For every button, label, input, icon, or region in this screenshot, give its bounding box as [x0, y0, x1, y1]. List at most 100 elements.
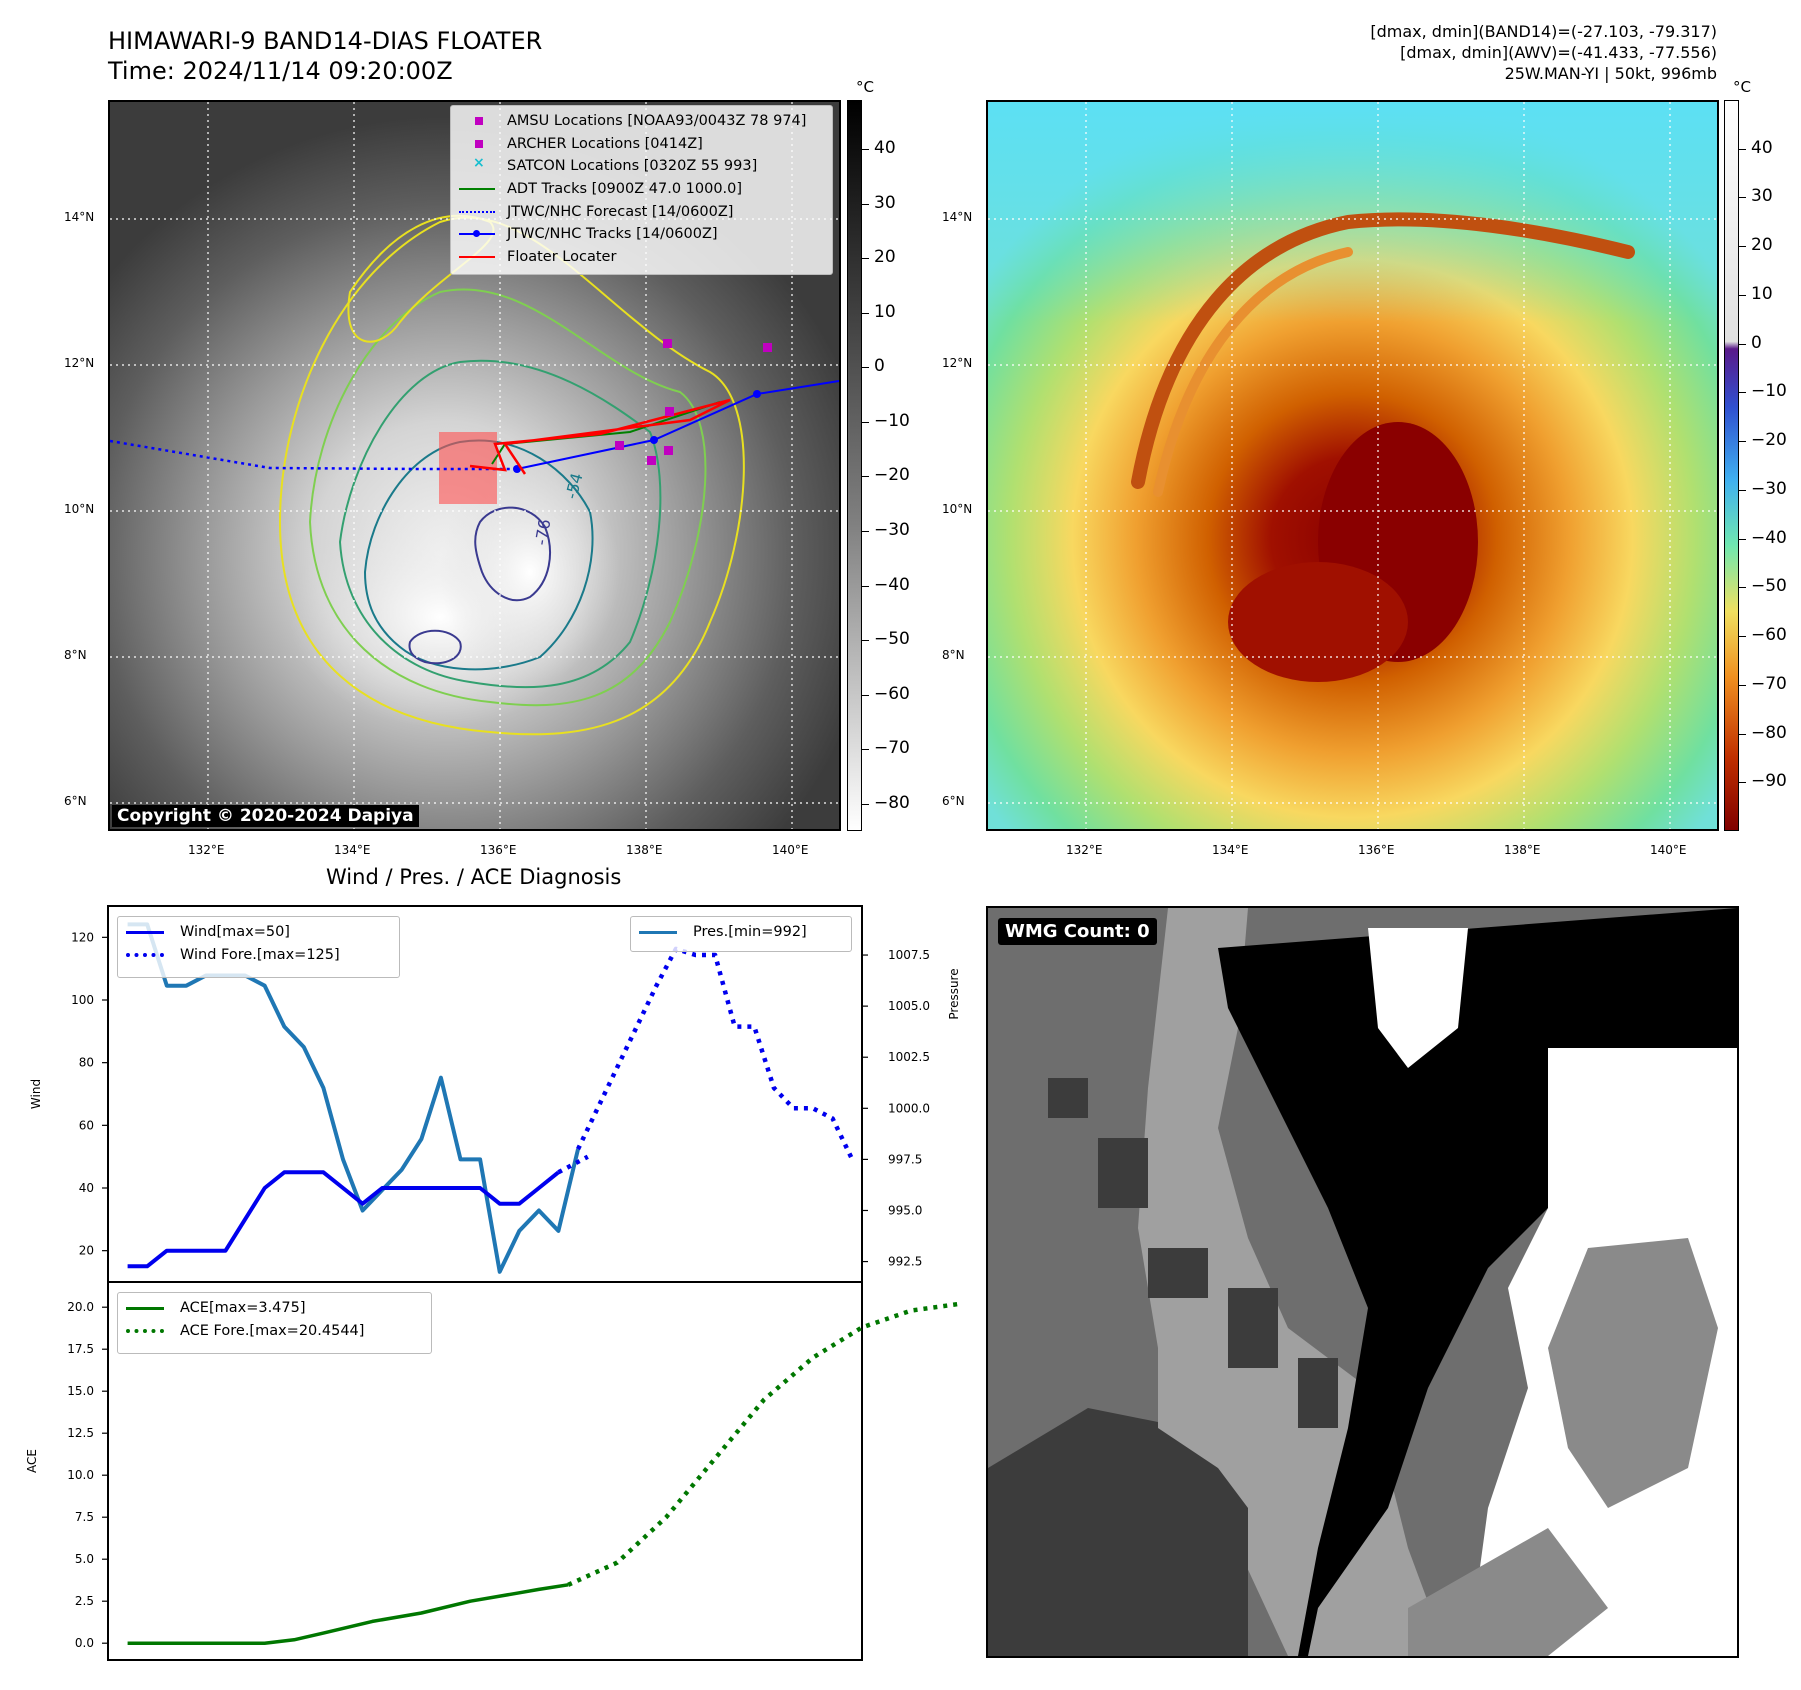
lon-label: 140°E — [772, 843, 809, 857]
colorbar-tick-label: −10 — [1751, 381, 1787, 402]
colorbar-tick — [862, 803, 869, 805]
colorbar-tick — [862, 312, 869, 314]
wind-axis-tick-label: 120 — [71, 930, 94, 944]
pressure-axis-title: Pressure — [947, 968, 960, 1019]
wind-line — [127, 1170, 560, 1269]
ace-forecast-line — [567, 1301, 960, 1587]
awv-map-grid — [988, 102, 1717, 829]
colorbar-tick-label: −60 — [1751, 625, 1787, 646]
colorbar-tick — [862, 694, 869, 696]
colorbar-tick-label: −30 — [874, 519, 910, 540]
legend-item-archer: ARCHER Locations [0414Z] — [459, 133, 824, 156]
ace-axis-tick-label: 10.0 — [67, 1468, 94, 1482]
lon-label: 132°E — [1066, 843, 1103, 857]
colorbar-tick — [1739, 538, 1746, 540]
wind-axis-tick-label: 20 — [79, 1244, 94, 1258]
legend-item-amsu: AMSU Locations [NOAA93/0043Z 78 974] — [459, 110, 824, 133]
amsu-archer-points — [615, 339, 772, 465]
colorbar-tick-label: −10 — [874, 410, 910, 431]
wmg-count-label: WMG Count: 0 — [998, 918, 1157, 945]
wmg-panel: WMG Count: 0 — [986, 906, 1739, 1658]
ace-axis-tick-label: 5.0 — [75, 1552, 94, 1566]
colorbar-tick-label: 0 — [874, 356, 885, 377]
lat-label: 8°N — [942, 648, 965, 662]
legend-item-jtwc-forecast: JTWC/NHC Forecast [14/0600Z] — [459, 200, 824, 223]
colorbar-tick-label: 40 — [874, 138, 896, 159]
legend-item-satcon: × SATCON Locations [0320Z 55 993] — [473, 155, 758, 175]
pressure-axis-tick-label: 997.5 — [888, 1152, 922, 1166]
lon-label: 134°E — [334, 843, 371, 857]
ir-map-legend: AMSU Locations [NOAA93/0043Z 78 974] ARC… — [450, 105, 833, 275]
ace-axis-tick-label: 0.0 — [75, 1636, 94, 1650]
pressure-forecast-line — [575, 946, 855, 1161]
wmg-image — [988, 908, 1737, 1656]
pressure-legend: Pres.[min=992] — [630, 916, 852, 952]
colorbar-tick — [1739, 782, 1746, 784]
colorbar-tick-label: −90 — [1751, 771, 1787, 792]
colorbar-tick-label: −40 — [874, 574, 910, 595]
colorbar-tick-label: −20 — [874, 465, 910, 486]
ir-map-panel: -54 -76 AMSU Locations [NOAA93/0043Z 78 … — [108, 100, 841, 831]
colorbar-tick — [862, 258, 869, 260]
colorbar-tick-label: 10 — [1751, 283, 1773, 304]
lon-label: 132°E — [188, 843, 225, 857]
pressure-axis-tick-label: 1000.0 — [888, 1101, 930, 1115]
colorbar-tick — [862, 367, 869, 369]
colorbar-tick-label: −60 — [874, 683, 910, 704]
colorbar-tick — [1739, 441, 1746, 443]
colorbar-tick-label: −80 — [1751, 722, 1787, 743]
wind-axis-title: Wind — [29, 1079, 43, 1109]
colorbar-tick-label: −40 — [1751, 527, 1787, 548]
legend-item-adt: ADT Tracks [0900Z 47.0 1000.0] — [459, 178, 824, 201]
legend-item-wind-forecast: Wind Fore.[max=125] — [126, 944, 391, 967]
colorbar-tick — [862, 640, 869, 642]
info-line2: [dmax, dmin](AWV)=(-41.433, -77.556) — [1400, 43, 1717, 62]
legend-item-jtwc-tracks: JTWC/NHC Tracks [14/0600Z] — [459, 223, 824, 246]
ace-line — [127, 1583, 569, 1645]
lon-label: 140°E — [1650, 843, 1687, 857]
lat-label: 12°N — [942, 356, 973, 370]
pressure-axis-tick-label: 992.5 — [888, 1255, 922, 1269]
info-line3: 25W.MAN-YI | 50kt, 996mb — [1504, 64, 1717, 83]
diagnosis-title: Wind / Pres. / ACE Diagnosis — [326, 865, 622, 889]
colorbar-tick-label: 20 — [1751, 235, 1773, 256]
ir-colorbar — [847, 100, 862, 831]
ace-axis-tick-label: 20.0 — [67, 1300, 94, 1314]
legend-item-wind: Wind[max=50] — [126, 921, 391, 944]
floater-locater — [469, 398, 731, 475]
colorbar-tick — [1739, 587, 1746, 589]
colorbar-tick-label: −50 — [874, 629, 910, 650]
colorbar-tick-label: 30 — [1751, 186, 1773, 207]
lat-label: 6°N — [942, 794, 965, 808]
colorbar-tick — [862, 585, 869, 587]
awv-colorbar-unit: °C — [1733, 78, 1751, 96]
jtwc-track — [516, 380, 839, 470]
colorbar-tick — [862, 749, 869, 751]
diagnosis-charts: 20 40 60 80 100 120 992.5 995.0 997.5 1000.0 1002.… — [25, 905, 960, 1661]
pressure-axis-tick-label: 1005.0 — [888, 999, 930, 1013]
colorbar-tick-label: −20 — [1751, 430, 1787, 451]
lat-label: 10°N — [64, 502, 95, 516]
colorbar-tick-label: 30 — [874, 192, 896, 213]
colorbar-tick — [1739, 636, 1746, 638]
lon-label: 138°E — [1504, 843, 1541, 857]
colorbar-tick-label: −30 — [1751, 478, 1787, 499]
legend-item-ace: ACE[max=3.475] — [126, 1297, 423, 1320]
ace-legend: ACE[max=3.475] ACE Fore.[max=20.4544] — [117, 1292, 432, 1354]
figure-title-line2: Time: 2024/11/14 09:20:00Z — [108, 57, 453, 85]
colorbar-tick — [862, 149, 869, 151]
legend-item-ace-forecast: ACE Fore.[max=20.4544] — [126, 1320, 423, 1343]
legend-item-pressure: Pres.[min=992] — [639, 921, 843, 944]
info-line1: [dmax, dmin](BAND14)=(-27.103, -79.317) — [1370, 22, 1717, 41]
ir-colorbar-unit: °C — [856, 78, 874, 96]
ace-axis-tick-label: 15.0 — [67, 1384, 94, 1398]
lat-label: 6°N — [64, 794, 87, 808]
pressure-axis-tick-label: 1007.5 — [888, 948, 930, 962]
colorbar-tick — [1739, 733, 1746, 735]
pressure-axis-tick-label: 995.0 — [888, 1203, 922, 1217]
ace-axis-tick-label: 2.5 — [75, 1594, 94, 1608]
wind-axis-tick-label: 40 — [79, 1181, 94, 1195]
ace-axis-tick-label: 7.5 — [75, 1510, 94, 1524]
lat-label: 14°N — [942, 210, 973, 224]
copyright-label: Copyright © 2020-2024 Dapiya — [112, 805, 419, 827]
